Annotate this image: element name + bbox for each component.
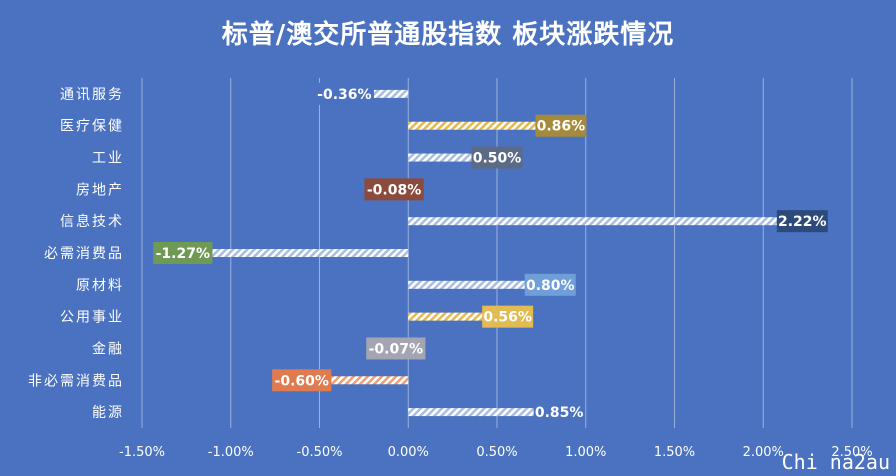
data-label-box [153,242,213,264]
x-tick-label: 2.00% [743,445,784,460]
data-label: -0.36% [317,87,371,103]
bar [182,249,409,257]
data-label-box [533,401,585,424]
data-label: 0.56% [483,310,532,326]
category-label: 必需消费品 [44,246,124,262]
data-label-box [535,114,587,137]
data-label-box [524,273,576,296]
bar [301,376,409,385]
x-tick-label: 0.00% [388,445,429,460]
category-label: 公用事业 [60,310,124,326]
bar [408,408,560,417]
bar [408,121,561,130]
x-tick-label: -1.50% [119,445,165,460]
x-tick-label: 1.00% [565,445,606,460]
x-tick-label: -1.00% [208,445,254,460]
bar [408,153,497,162]
category-label: 信息技术 [60,213,124,230]
data-label: 0.50% [473,151,522,167]
data-label: 0.85% [535,405,584,421]
data-label: 2.22% [778,214,827,230]
data-label-box [482,305,534,328]
data-label-box [471,146,523,169]
data-label: -0.07% [369,341,423,357]
category-label: 非必需消费品 [28,373,124,389]
data-label-box [272,369,332,392]
data-label: -0.08% [367,182,421,198]
x-tick-label: 1.50% [654,445,695,460]
category-label: 原材料 [76,278,124,294]
chart-title: 标普/澳交所普通股指数 板块涨跌情况 [221,20,675,50]
category-label: 金融 [92,341,124,357]
category-label: 工业 [92,151,124,167]
data-label-box [366,337,426,360]
x-tick-label: 2.50% [831,445,872,460]
data-label-box [314,82,374,105]
data-label: -0.60% [275,373,329,389]
data-label: -1.27% [156,246,210,262]
category-label: 医疗保健 [60,119,124,135]
x-tick-label: -0.50% [297,445,343,460]
category-label: 通讯服务 [60,87,124,103]
category-label: 能源 [92,405,124,421]
watermark-text: Chi na2au [781,450,890,474]
bar [408,280,551,289]
bar [408,217,803,226]
bar [344,89,409,98]
data-label: 0.86% [537,119,586,135]
data-label-box [364,178,424,201]
x-tick-label: 0.50% [476,445,517,460]
data-label-box [776,210,828,233]
data-label: 0.80% [526,278,575,294]
category-label: 房地产 [76,182,124,198]
bar [408,312,508,321]
